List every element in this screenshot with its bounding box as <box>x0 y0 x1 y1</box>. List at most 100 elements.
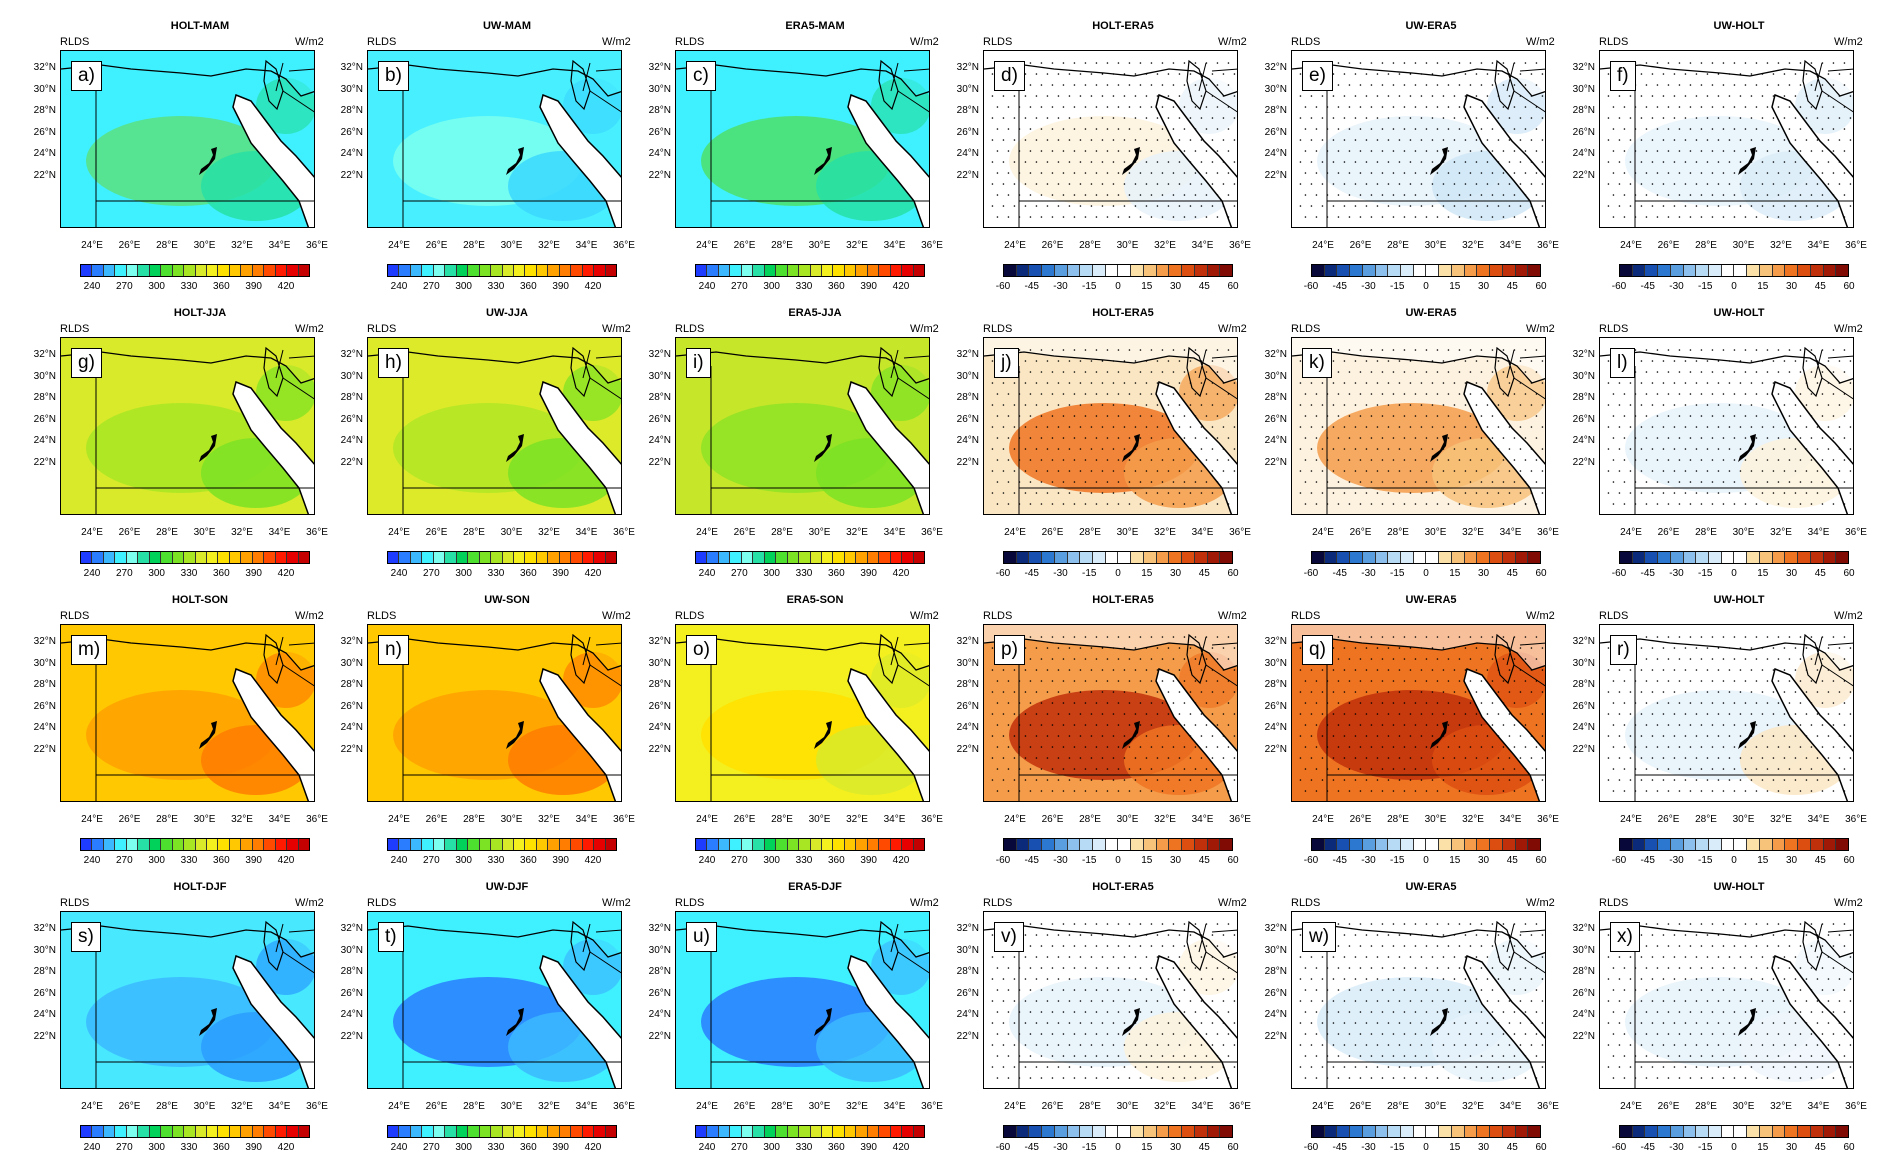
significance-dot <box>1359 923 1362 925</box>
colorbar-swatch <box>696 552 708 563</box>
significance-dot <box>1134 95 1137 97</box>
coastline <box>1292 64 1545 97</box>
significance-dot <box>1750 404 1753 406</box>
colorbar-swatch <box>1029 839 1043 850</box>
significance-dot <box>1348 216 1351 218</box>
significance-dot <box>1359 945 1362 947</box>
significance-dot <box>1326 702 1329 704</box>
significance-dot <box>1673 735 1676 737</box>
significance-dot <box>1079 691 1082 693</box>
significance-dot <box>1024 669 1027 671</box>
significance-dot <box>1139 636 1142 638</box>
significance-dot <box>1145 360 1148 362</box>
significance-dot <box>1233 647 1236 649</box>
colorbar-tick-label: 390 <box>552 855 569 866</box>
significance-dot <box>1201 1088 1203 1089</box>
colorbar-swatch <box>1207 265 1221 276</box>
significance-dot <box>1190 514 1192 515</box>
significance-dot <box>1200 1044 1203 1046</box>
significance-dot <box>1003 801 1005 802</box>
colorbar-swatch <box>1670 265 1684 276</box>
panel-title: UW-ERA5 <box>1405 20 1457 32</box>
significance-dot <box>1311 227 1313 228</box>
significance-dot <box>1733 62 1736 64</box>
colorbar-swatch <box>1426 552 1440 563</box>
significance-dot <box>1542 801 1544 802</box>
significance-dot <box>1167 360 1170 362</box>
significance-dot <box>1359 481 1362 483</box>
significance-dot <box>1084 636 1087 638</box>
significance-dot <box>1365 691 1368 693</box>
lake-nasser <box>506 147 524 175</box>
significance-dot <box>1838 161 1841 163</box>
colorbar-swatch <box>787 265 800 276</box>
significance-dot <box>1530 647 1533 649</box>
significance-dot <box>1117 437 1120 439</box>
latitude-tick-label: 28°N <box>1572 392 1595 403</box>
significance-dot <box>1711 503 1714 505</box>
significance-dot <box>1095 945 1098 947</box>
significance-dot <box>1711 636 1714 638</box>
significance-dot <box>1310 735 1313 737</box>
significance-dot <box>1233 779 1236 781</box>
significance-dot <box>1640 404 1643 406</box>
significance-dot <box>1442 360 1445 362</box>
colorbar-swatch <box>821 839 834 850</box>
latitude-tick-label: 24°N <box>648 722 671 733</box>
significance-dot <box>1524 62 1527 64</box>
significance-dot <box>1216 150 1219 152</box>
significance-dot <box>1299 669 1302 671</box>
significance-dot <box>1189 382 1192 384</box>
latitude-tick-label: 24°N <box>956 1009 979 1020</box>
significance-dot <box>1403 128 1406 130</box>
significance-dot <box>1634 724 1637 726</box>
significance-dot <box>1381 393 1384 395</box>
significance-dot <box>1365 757 1368 759</box>
map-plot-area: i) <box>675 337 930 515</box>
significance-dot <box>1431 205 1434 207</box>
significance-dot <box>1700 746 1703 748</box>
significance-dot <box>1707 801 1709 802</box>
coastline <box>61 925 314 958</box>
significance-dot <box>1057 426 1060 428</box>
colorbar-tick-label: -60 <box>1611 281 1627 292</box>
red-sea <box>1771 380 1853 514</box>
significance-dot <box>1183 989 1186 991</box>
significance-dot <box>1541 205 1544 207</box>
significance-dot <box>1332 691 1335 693</box>
significance-dot <box>1194 216 1197 218</box>
significance-dot <box>1678 393 1681 395</box>
significance-dot <box>1029 194 1032 196</box>
significance-dot <box>1498 801 1500 802</box>
significance-dot <box>1227 62 1230 64</box>
significance-dot <box>1458 702 1461 704</box>
significance-dot <box>1612 437 1615 439</box>
significance-dot <box>1403 349 1406 351</box>
map-plot-area: w) <box>1291 911 1546 1089</box>
colorbar-swatch <box>218 552 230 563</box>
colorbar-swatch <box>536 265 549 276</box>
longitude-tick-label: 28°E <box>463 814 485 825</box>
significance-dot <box>1783 404 1786 406</box>
units-label: W/m2 <box>1834 610 1863 622</box>
significance-dot <box>1013 1000 1016 1002</box>
significance-dot <box>1046 73 1049 75</box>
significance-dot <box>1667 658 1670 660</box>
significance-dot <box>1641 801 1643 802</box>
colorbar-tick-label: 420 <box>277 568 295 579</box>
longitude-tick-label: 32°E <box>1154 814 1176 825</box>
significance-dot <box>1315 702 1318 704</box>
colorbar-swatch <box>1337 265 1351 276</box>
significance-dot <box>1662 669 1665 671</box>
significance-dot <box>1376 779 1379 781</box>
significance-dot <box>1777 724 1780 726</box>
significance-dot <box>1139 437 1142 439</box>
colorbar-tick-label: -30 <box>1669 855 1684 866</box>
significance-dot <box>1535 923 1538 925</box>
significance-dot <box>1436 636 1439 638</box>
colorbar-swatch <box>879 552 891 563</box>
longitude-tick-label: 34°E <box>883 814 906 825</box>
longitude-tick-label: 26°E <box>733 1101 756 1112</box>
longitude-tick-label: 24°E <box>81 814 103 825</box>
significance-dot <box>1315 746 1318 748</box>
